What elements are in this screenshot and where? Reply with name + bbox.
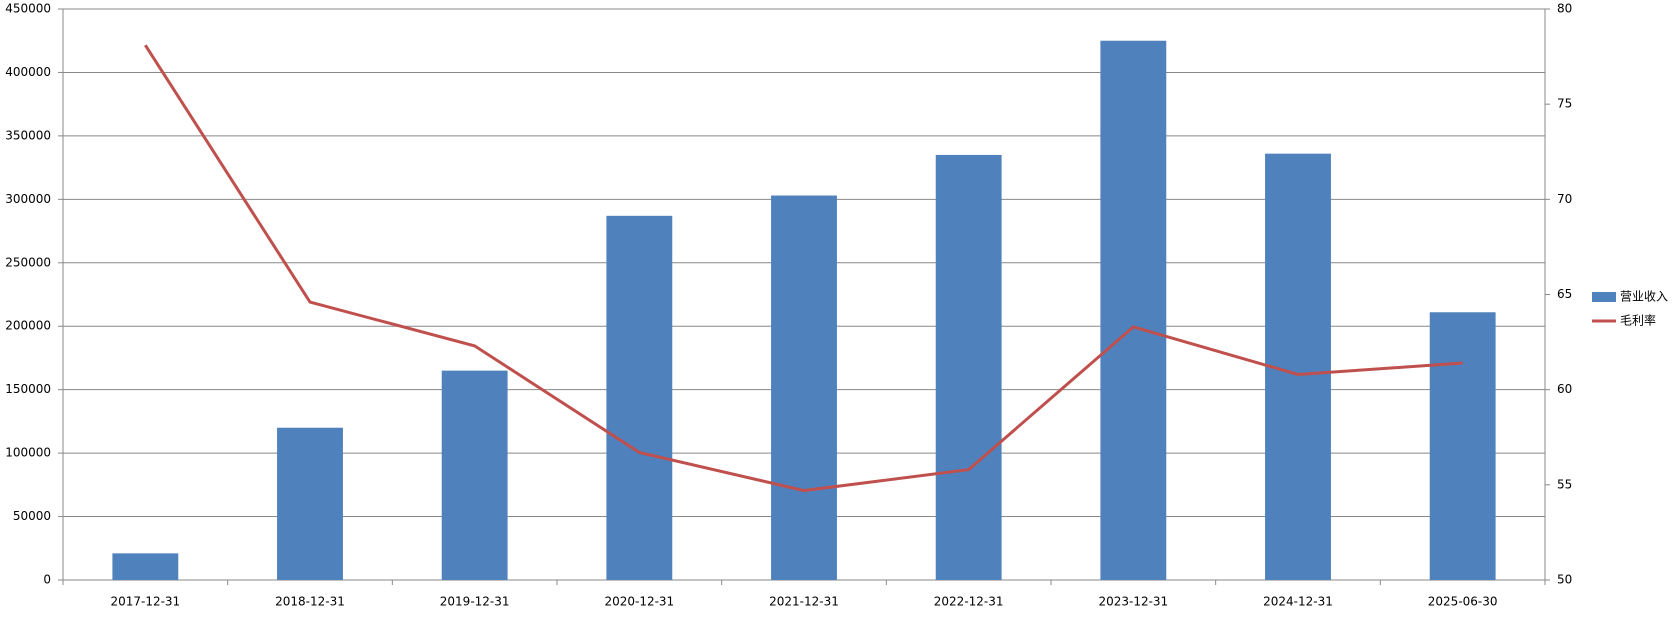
x-tick-label: 2017-12-31 [110,595,180,609]
bar [441,370,508,580]
legend-swatch [1592,292,1616,302]
y-tick-label: 150000 [5,382,51,396]
bar [1100,40,1167,580]
bar [606,215,673,580]
legend-label: 营业收入 [1620,290,1668,304]
y-tick-label: 50000 [13,509,51,523]
y-tick-label: 300000 [5,192,51,206]
y-tick-label: 350000 [5,128,51,142]
legend-label: 毛利率 [1620,313,1656,328]
bar [935,154,1002,580]
y-tick-label: 200000 [5,319,51,333]
x-tick-label: 2018-12-31 [275,595,345,609]
y-tick-label: 400000 [5,65,51,79]
bar [277,427,343,580]
bar [112,553,179,580]
y-tick-label: 250000 [5,255,51,269]
y2-tick-label: 65 [1557,287,1572,301]
x-tick-label: 2023-12-31 [1098,595,1168,609]
y2-tick-label: 55 [1557,477,1572,491]
x-tick-label: 2021-12-31 [769,595,839,609]
y-tick-label: 450000 [5,2,51,16]
line [144,44,1463,493]
y2-tick-label: 60 [1557,382,1572,396]
bar [771,195,837,580]
y2-tick-label: 75 [1557,97,1572,111]
y-tick-label: 0 [43,573,51,587]
x-tick-label: 2025-06-30 [1428,595,1498,609]
bar [1429,312,1496,580]
y2-tick-label: 50 [1557,573,1572,587]
x-tick-label: 2022-12-31 [934,595,1004,609]
x-tick-label: 2019-12-31 [440,595,510,609]
y2-tick-label: 80 [1557,2,1572,16]
x-tick-label: 2024-12-31 [1263,595,1333,609]
y2-tick-label: 70 [1557,192,1572,206]
x-tick-label: 2020-12-31 [604,595,674,609]
y-tick-label: 100000 [5,446,51,460]
